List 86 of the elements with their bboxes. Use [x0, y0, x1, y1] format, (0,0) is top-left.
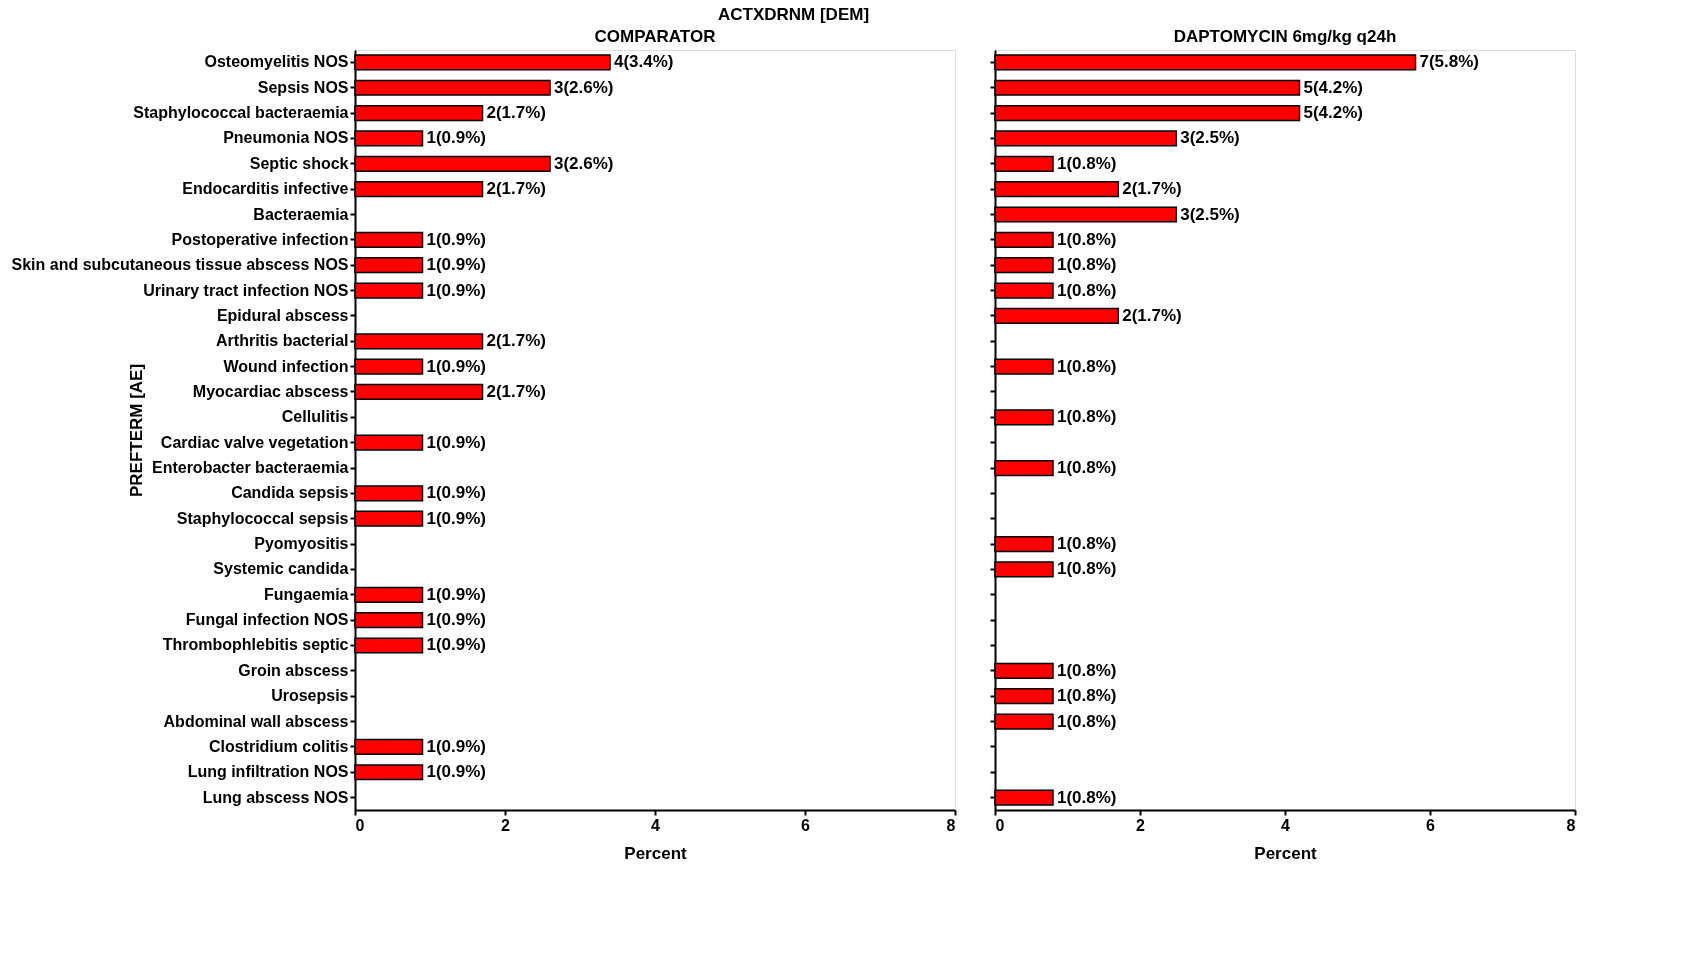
data-label: 5(4.2%): [1303, 103, 1364, 123]
x-tick-label: 8: [1566, 816, 1576, 834]
data-label: 1(0.8%): [1057, 255, 1117, 275]
data-label: 5(4.2%): [1303, 77, 1364, 97]
chart-title: DAPTOMYCIN 6mg/kg q24h: [1173, 27, 1397, 46]
y-tick-label: Cellulitis: [281, 408, 349, 426]
y-tick-label: Arthritis bacterial: [216, 332, 349, 350]
x-axis-title: Percent: [624, 843, 688, 863]
x-tick-label: 4: [651, 816, 661, 834]
y-tick-label: Skin and subcutaneous tissue abscess NOS: [11, 256, 349, 274]
x-tick-label: 6: [1426, 816, 1436, 834]
data-label: 3(2.6%): [554, 153, 614, 173]
data-label: 1(0.9%): [426, 736, 487, 756]
data-label: 2(1.7%): [486, 331, 547, 351]
y-tick-label: Clostridium colitis: [208, 737, 349, 755]
x-tick-label: 2: [501, 816, 511, 834]
data-label: 1(0.8%): [1057, 356, 1117, 376]
data-label: 3(2.5%): [1180, 204, 1240, 224]
y-tick-label: Abdominal wall abscess: [163, 712, 349, 730]
data-label: 2(1.7%): [486, 179, 547, 199]
data-label: 1(0.8%): [1057, 660, 1117, 680]
data-label: 1(0.9%): [426, 229, 487, 249]
data-label: 2(1.7%): [486, 381, 547, 401]
y-tick-label: Thrombophlebitis septic: [162, 636, 349, 654]
data-label: 3(2.6%): [554, 77, 614, 97]
x-tick-label: 4: [1281, 816, 1291, 834]
data-label: 1(0.8%): [1057, 407, 1117, 427]
y-tick-label: Bacteraemia: [253, 205, 349, 223]
x-tick-label: 6: [801, 816, 811, 834]
y-tick-label: Osteomyelitis NOS: [204, 53, 349, 71]
y-tick-label: Fungal infection NOS: [185, 611, 349, 629]
y-tick-label: Enterobacter bacteraemia: [151, 459, 349, 477]
data-label: 1(0.8%): [1057, 686, 1117, 706]
y-tick-label: Staphylococcal bacteraemia: [133, 104, 349, 122]
data-label: 4(3.4%): [614, 52, 674, 72]
data-label: 1(0.9%): [426, 508, 487, 528]
data-label: 2(1.7%): [486, 103, 547, 123]
y-tick-label: Groin abscess: [238, 661, 349, 679]
x-tick-label: 0: [995, 816, 1005, 834]
data-label: 1(0.8%): [1057, 153, 1117, 173]
data-label: 1(0.8%): [1057, 559, 1117, 579]
y-tick-label: Pyomyositis: [254, 535, 349, 553]
data-label: 1(0.9%): [426, 356, 487, 376]
y-tick-label: Sepsis NOS: [257, 78, 349, 96]
data-label: 1(0.9%): [426, 483, 487, 503]
y-tick-label: Urosepsis: [271, 687, 349, 705]
y-tick-label: Myocardiac abscess: [192, 382, 349, 400]
data-label: 1(0.8%): [1057, 458, 1117, 478]
data-label: 1(0.8%): [1057, 534, 1117, 554]
y-tick-label: Cardiac valve vegetation: [160, 433, 349, 451]
y-tick-label: Epidural abscess: [216, 306, 349, 324]
data-label: 7(5.8%): [1419, 52, 1480, 72]
y-tick-label: Candida sepsis: [231, 484, 349, 502]
y-tick-label: Lung abscess NOS: [202, 788, 349, 806]
data-label: 1(0.9%): [426, 610, 487, 630]
y-tick-label: Systemic candida: [213, 560, 349, 578]
data-label: 1(0.9%): [426, 255, 487, 275]
data-label: 1(0.9%): [426, 280, 487, 300]
y-tick-label: Wound infection: [223, 357, 349, 375]
y-tick-label: Lung infiltration NOS: [187, 763, 349, 781]
y-tick-label: Postoperative infection: [171, 230, 349, 248]
y-tick-label: Pneumonia NOS: [223, 129, 349, 147]
data-label: 1(0.8%): [1057, 229, 1117, 249]
data-label: 1(0.9%): [426, 762, 487, 782]
x-tick-label: 0: [355, 816, 365, 834]
y-tick-label: Fungaemia: [264, 585, 349, 603]
y-tick-label: Septic shock: [249, 154, 349, 172]
text: ACTXDRNM [DEM]: [717, 4, 870, 24]
x-tick-label: 8: [946, 816, 956, 834]
y-axis-title: PREFTERM [AE]: [126, 363, 146, 498]
chart-title: COMPARATOR: [594, 27, 716, 46]
y-tick-label: Endocarditis infective: [182, 180, 349, 198]
y-tick-label: Staphylococcal sepsis: [176, 509, 349, 527]
x-tick-label: 2: [1136, 816, 1146, 834]
data-label: 1(0.8%): [1057, 280, 1117, 300]
y-tick-label: Urinary tract infection NOS: [143, 281, 349, 299]
data-label: 2(1.7%): [1122, 305, 1182, 325]
x-axis-title: Percent: [1254, 843, 1318, 863]
data-label: 3(2.5%): [1180, 128, 1240, 148]
data-label: 1(0.9%): [426, 584, 487, 604]
data-label: 1(0.8%): [1057, 711, 1117, 731]
data-label: 1(0.8%): [1057, 787, 1117, 807]
data-label: 1(0.9%): [426, 432, 487, 452]
data-label: 1(0.9%): [426, 635, 487, 655]
data-label: 1(0.9%): [426, 128, 487, 148]
data-label: 2(1.7%): [1122, 179, 1182, 199]
